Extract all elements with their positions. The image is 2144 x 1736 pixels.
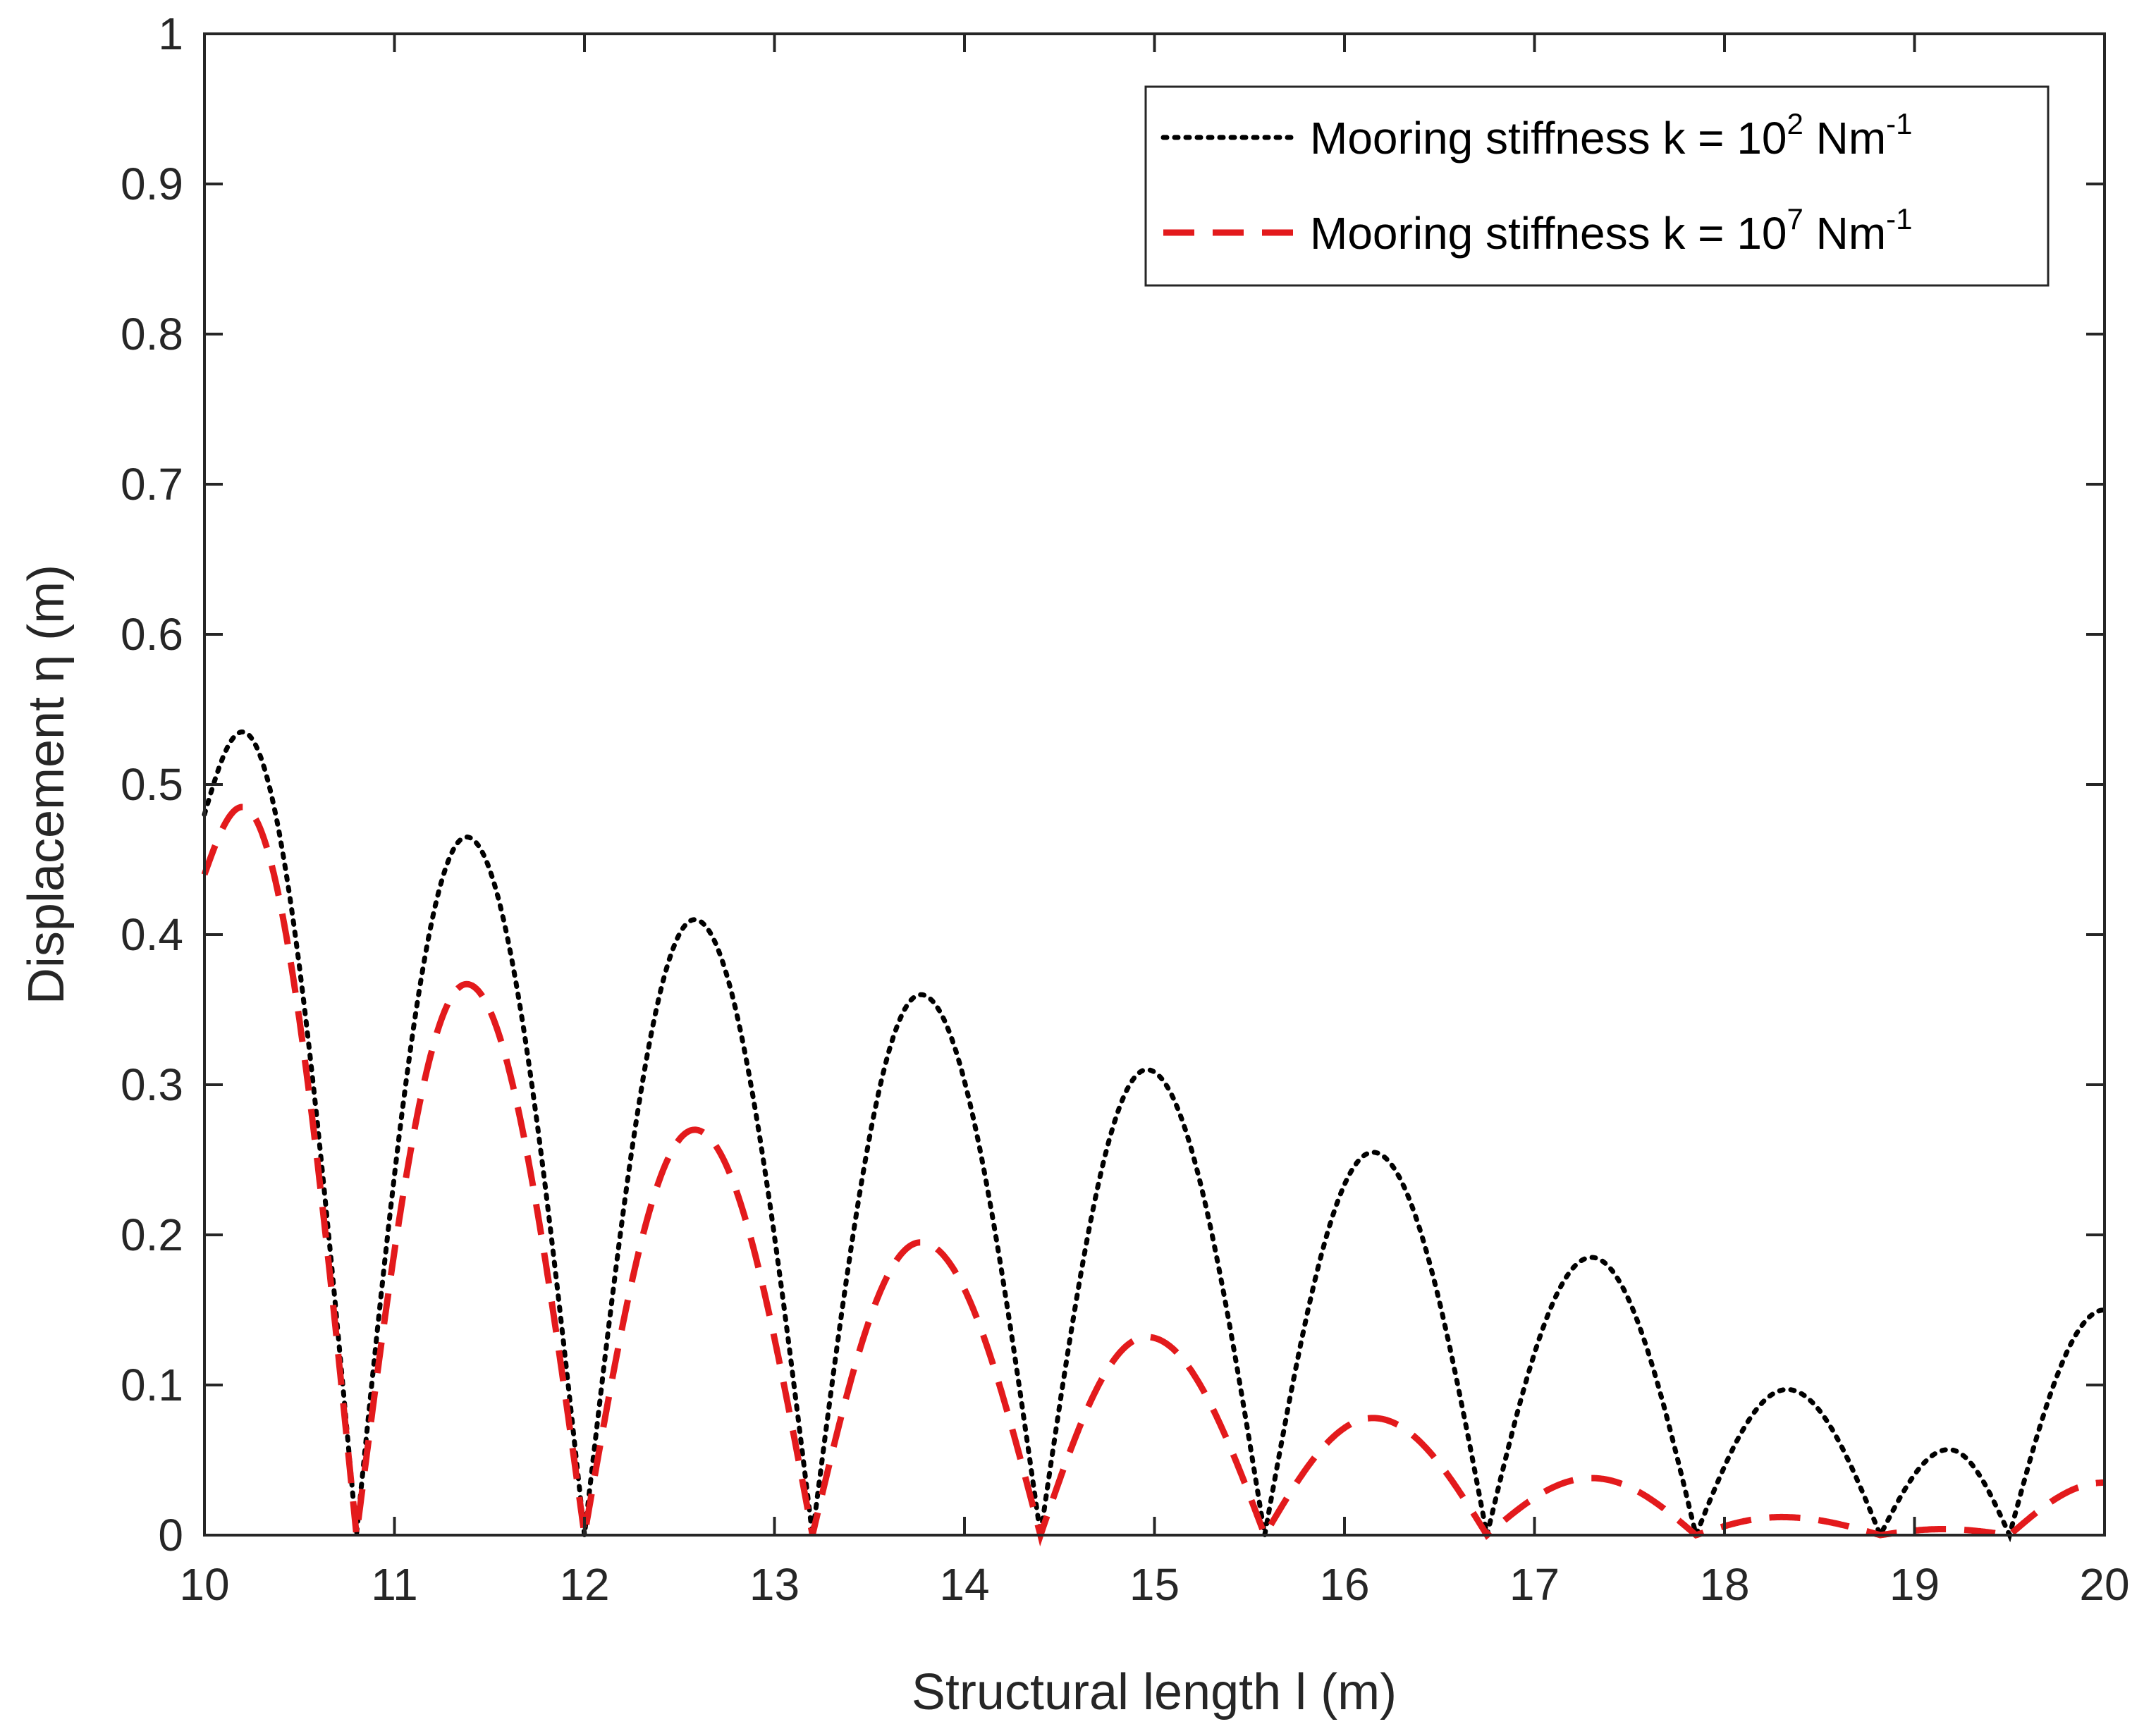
y-axis-label: Displacement η (m)	[18, 565, 75, 1004]
x-tick-label: 16	[1319, 1559, 1369, 1610]
x-tick-label: 20	[2079, 1559, 2129, 1610]
y-tick-label: 0.1	[121, 1360, 183, 1410]
plot-frame	[203, 32, 2106, 1537]
y-tick-labels: 0 0.1 0.2 0.3 0.4 0.5 0.6 0.7 0.8 0.9 1	[121, 8, 183, 1560]
legend: Mooring stiffness k = 102 Nm-1 Mooring s…	[1144, 85, 2050, 287]
x-tick-label: 18	[1699, 1559, 1749, 1610]
legend-box	[1144, 85, 2050, 287]
y-tick-label: 0.8	[121, 309, 183, 359]
legend-label-stiffness-1e2: Mooring stiffness k = 102 Nm-1	[1310, 107, 1913, 164]
x-tick-label: 19	[1889, 1559, 1940, 1610]
y-tick-label: 0.3	[121, 1059, 183, 1110]
y-tick-label: 0.2	[121, 1209, 183, 1260]
x-tick-label: 11	[371, 1559, 417, 1610]
x-tick-label: 15	[1129, 1559, 1180, 1610]
legend-label-stiffness-1e7-unit-exp: -1	[1886, 202, 1912, 235]
y-tick-label: 0.4	[121, 909, 183, 960]
y-tick-label: 1	[158, 8, 183, 59]
x-tick-label: 10	[179, 1559, 229, 1610]
legend-label-stiffness-1e2-unit: Nm	[1803, 113, 1886, 164]
x-tick-label: 13	[749, 1559, 800, 1610]
legend-label-stiffness-1e7: Mooring stiffness k = 107 Nm-1	[1310, 202, 1913, 259]
series-line-stiffness-1e2	[202, 730, 2107, 1544]
y-tick-label: 0.9	[121, 159, 183, 209]
legend-label-stiffness-1e7-base: Mooring stiffness k = 10	[1310, 208, 1787, 259]
series-line-stiffness-1e7	[201, 804, 2105, 1547]
legend-label-stiffness-1e2-exp: 2	[1787, 107, 1803, 140]
x-tick-label: 12	[559, 1559, 609, 1610]
y-tick-label: 0.7	[121, 459, 183, 510]
x-tick-label: 17	[1509, 1559, 1560, 1610]
x-tick-label: 14	[939, 1559, 989, 1610]
y-tick-label: 0.6	[121, 609, 183, 660]
y-tick-label: 0	[158, 1510, 183, 1560]
y-tick-label: 0.5	[121, 759, 183, 810]
legend-label-stiffness-1e7-exp: 7	[1787, 202, 1803, 235]
legend-label-stiffness-1e7-unit: Nm	[1803, 208, 1886, 259]
legend-label-stiffness-1e2-unit-exp: -1	[1886, 107, 1912, 140]
series-layer	[201, 730, 2107, 1547]
x-axis-label: Structural length l (m)	[912, 1664, 1397, 1720]
x-tick-labels: 10 11 12 13 14 15 16 17 18 19 20	[179, 1559, 2129, 1610]
legend-label-stiffness-1e2-base: Mooring stiffness k = 10	[1310, 113, 1787, 164]
